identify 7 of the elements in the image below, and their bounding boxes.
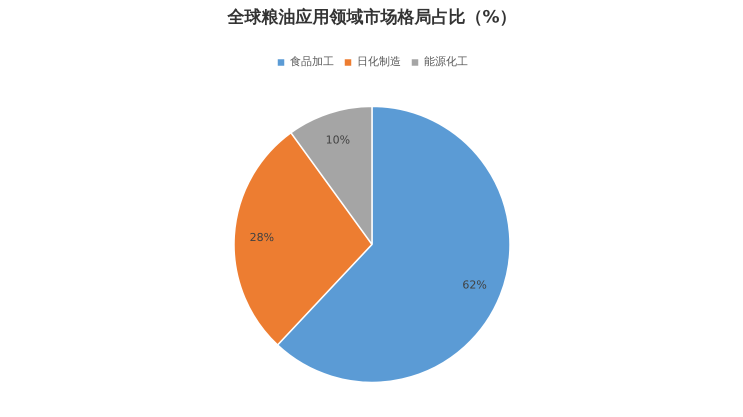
chart-title: 全球粮油应用领域市场格局占比（%） xyxy=(226,8,517,28)
data-label: 62% xyxy=(462,278,487,292)
data-label: 10% xyxy=(326,133,350,146)
data-label: 28% xyxy=(250,230,274,244)
legend-label: 日化制造 xyxy=(357,55,401,69)
legend-label: 能源化工 xyxy=(424,55,468,69)
legend-label: 食品加工 xyxy=(290,55,334,69)
